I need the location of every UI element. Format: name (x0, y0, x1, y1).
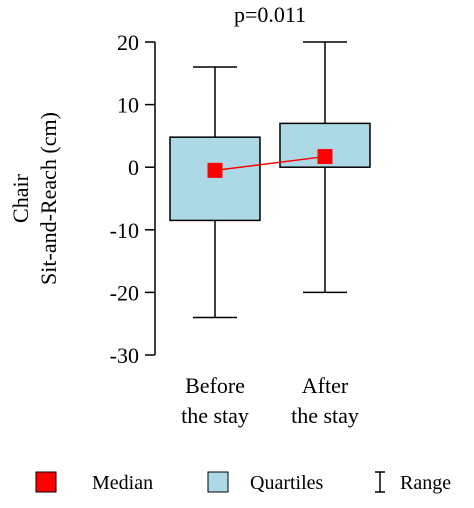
legend-median-label: Median (92, 472, 153, 494)
box-group (169, 66, 261, 319)
y-axis-label-line: Sit-and-Reach (cm) (36, 112, 61, 285)
legend-quartiles-swatch (207, 471, 229, 493)
x-category-label: the stay (291, 403, 359, 428)
median-connector-line (214, 155, 326, 172)
x-category-label: the stay (181, 403, 249, 428)
x-category-label: Before (185, 373, 245, 398)
y-tick-label: 0 (128, 155, 139, 180)
p-value-annotation: p=0.011 (234, 2, 306, 27)
y-axis: 20 10 0 -10 -20 -30 (110, 30, 156, 368)
medians-group (207, 149, 333, 178)
annotation-group: p=0.011 (234, 2, 306, 27)
y-tick-label: 20 (117, 30, 139, 55)
boxes-group (169, 41, 371, 319)
legend-quartiles-label: Quartiles (250, 472, 324, 494)
y-axis-label-line: Chair (8, 173, 33, 223)
y-tick-label: -30 (110, 343, 139, 368)
y-axis-label: Chair Sit-and-Reach (cm) (8, 112, 61, 285)
median-line-group (214, 155, 326, 172)
box-group (279, 41, 371, 294)
legend-range-label: Range (400, 472, 451, 494)
x-axis-labels: Before the stay After the stay (181, 373, 359, 428)
legend: Median Quartiles Range (35, 471, 451, 494)
legend-median-swatch (35, 471, 57, 493)
quartile-box (169, 136, 261, 222)
median-marker (207, 162, 223, 178)
x-category-label: After (302, 373, 349, 398)
median-marker (317, 149, 333, 165)
y-tick-label: 10 (117, 93, 139, 118)
y-tick-label: -10 (110, 218, 139, 243)
y-tick-label: -20 (110, 280, 139, 305)
